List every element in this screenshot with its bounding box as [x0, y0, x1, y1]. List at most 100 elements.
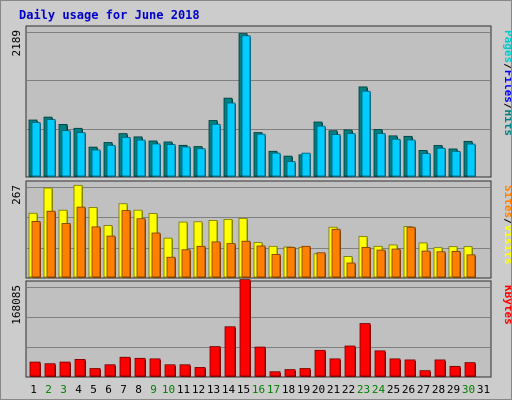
bar-kbytes-18: [284, 369, 296, 377]
bar-kbytes-12: [194, 367, 206, 377]
bar-kbytes-24: [374, 350, 386, 377]
x-tick-label-6: 6: [105, 383, 112, 396]
bar-files-16: [256, 133, 266, 177]
bar-kbytes-4: [74, 359, 86, 377]
bar-kbytes-11: [179, 364, 191, 377]
bar-files-7: [121, 136, 131, 177]
x-tick-label-17: 17: [267, 383, 280, 396]
bar-kbytes-2: [44, 363, 56, 377]
bar-kbytes-20: [314, 349, 326, 377]
bar-files-23: [361, 90, 371, 177]
bar-sites-20: [316, 252, 326, 278]
bar-sites-29: [451, 251, 461, 278]
bar-files-12: [196, 148, 206, 177]
bar-kbytes-5: [89, 368, 101, 377]
bar-kbytes-27: [419, 370, 431, 377]
bar-files-11: [181, 146, 191, 177]
bar-kbytes-17: [269, 371, 281, 377]
bar-sites-2: [46, 210, 56, 278]
bar-files-26: [406, 139, 416, 177]
x-tick-label-8: 8: [135, 383, 142, 396]
x-tick-label-11: 11: [177, 383, 190, 396]
bar-sites-10: [166, 256, 176, 278]
bar-sites-13: [211, 241, 221, 278]
bar-kbytes-10: [164, 364, 176, 377]
x-tick-label-4: 4: [75, 383, 82, 396]
bar-sites-25: [391, 248, 401, 278]
bar-files-2: [46, 119, 56, 177]
bar-kbytes-25: [389, 358, 401, 377]
x-tick-label-25: 25: [387, 383, 400, 396]
panel-2-legend-item: KBytes: [502, 285, 511, 325]
bar-files-19: [301, 152, 311, 177]
bar-sites-4: [76, 206, 86, 278]
bar-sites-30: [466, 254, 476, 278]
bar-sites-14: [226, 243, 236, 278]
panel-2-legend: KBytes: [502, 285, 511, 325]
bar-files-24: [376, 133, 386, 177]
bar-files-4: [76, 132, 86, 177]
x-tick-label-31: 31: [477, 383, 490, 396]
bar-kbytes-30: [464, 362, 476, 377]
bar-files-27: [421, 153, 431, 177]
x-tick-label-20: 20: [312, 383, 325, 396]
bar-sites-5: [91, 226, 101, 278]
bar-files-30: [466, 143, 476, 177]
bar-kbytes-22: [344, 345, 356, 377]
x-tick-label-27: 27: [417, 383, 430, 396]
panel-0-legend-item: /: [502, 103, 511, 110]
bar-sites-11: [181, 249, 191, 278]
x-tick-label-23: 23: [357, 383, 370, 396]
panel-1-legend-item: /: [502, 218, 511, 225]
bar-files-8: [136, 139, 146, 177]
bar-files-3: [61, 130, 71, 177]
panel-1-legend-item: Sites: [502, 185, 511, 218]
bar-kbytes-23: [359, 323, 371, 377]
bar-files-15: [241, 35, 251, 177]
bar-kbytes-19: [299, 368, 311, 377]
bar-kbytes-29: [449, 365, 461, 377]
bar-sites-15: [241, 240, 251, 278]
panel-0-legend-item: /: [502, 63, 511, 70]
x-tick-label-14: 14: [222, 383, 236, 396]
panel-2-max-label: 168085: [10, 285, 23, 325]
x-tick-label-29: 29: [447, 383, 460, 396]
x-tick-label-5: 5: [90, 383, 97, 396]
bar-kbytes-3: [59, 361, 71, 377]
bar-sites-28: [436, 251, 446, 278]
x-tick-label-10: 10: [162, 383, 175, 396]
x-tick-label-28: 28: [432, 383, 445, 396]
x-tick-label-26: 26: [402, 383, 415, 396]
x-tick-label-22: 22: [342, 383, 355, 396]
bar-kbytes-8: [134, 357, 146, 377]
bar-kbytes-7: [119, 356, 131, 377]
bar-kbytes-9: [149, 358, 161, 377]
bar-files-13: [211, 123, 221, 177]
bar-kbytes-28: [434, 359, 446, 377]
x-tick-label-19: 19: [297, 383, 310, 396]
bar-files-29: [451, 150, 461, 177]
bar-sites-9: [151, 232, 161, 278]
bar-files-10: [166, 144, 176, 177]
panel-1-max-label: 267: [10, 185, 23, 205]
bar-kbytes-16: [254, 346, 266, 377]
bar-kbytes-13: [209, 346, 221, 377]
chart-title: Daily usage for June 2018: [19, 8, 200, 22]
bar-files-14: [226, 102, 236, 177]
x-tick-label-24: 24: [372, 383, 386, 396]
bar-sites-16: [256, 245, 266, 278]
bar-files-22: [346, 133, 356, 177]
x-tick-label-2: 2: [45, 383, 52, 396]
bar-files-17: [271, 152, 281, 177]
x-tick-label-3: 3: [60, 383, 67, 396]
x-tick-label-21: 21: [327, 383, 340, 396]
panel-0-legend-item: Pages: [502, 30, 511, 63]
panel-0-legend-item: Files: [502, 70, 511, 103]
bar-kbytes-26: [404, 359, 416, 377]
bar-kbytes-21: [329, 358, 341, 377]
x-tick-label-7: 7: [120, 383, 127, 396]
bar-sites-19: [301, 245, 311, 278]
bar-files-21: [331, 134, 341, 177]
